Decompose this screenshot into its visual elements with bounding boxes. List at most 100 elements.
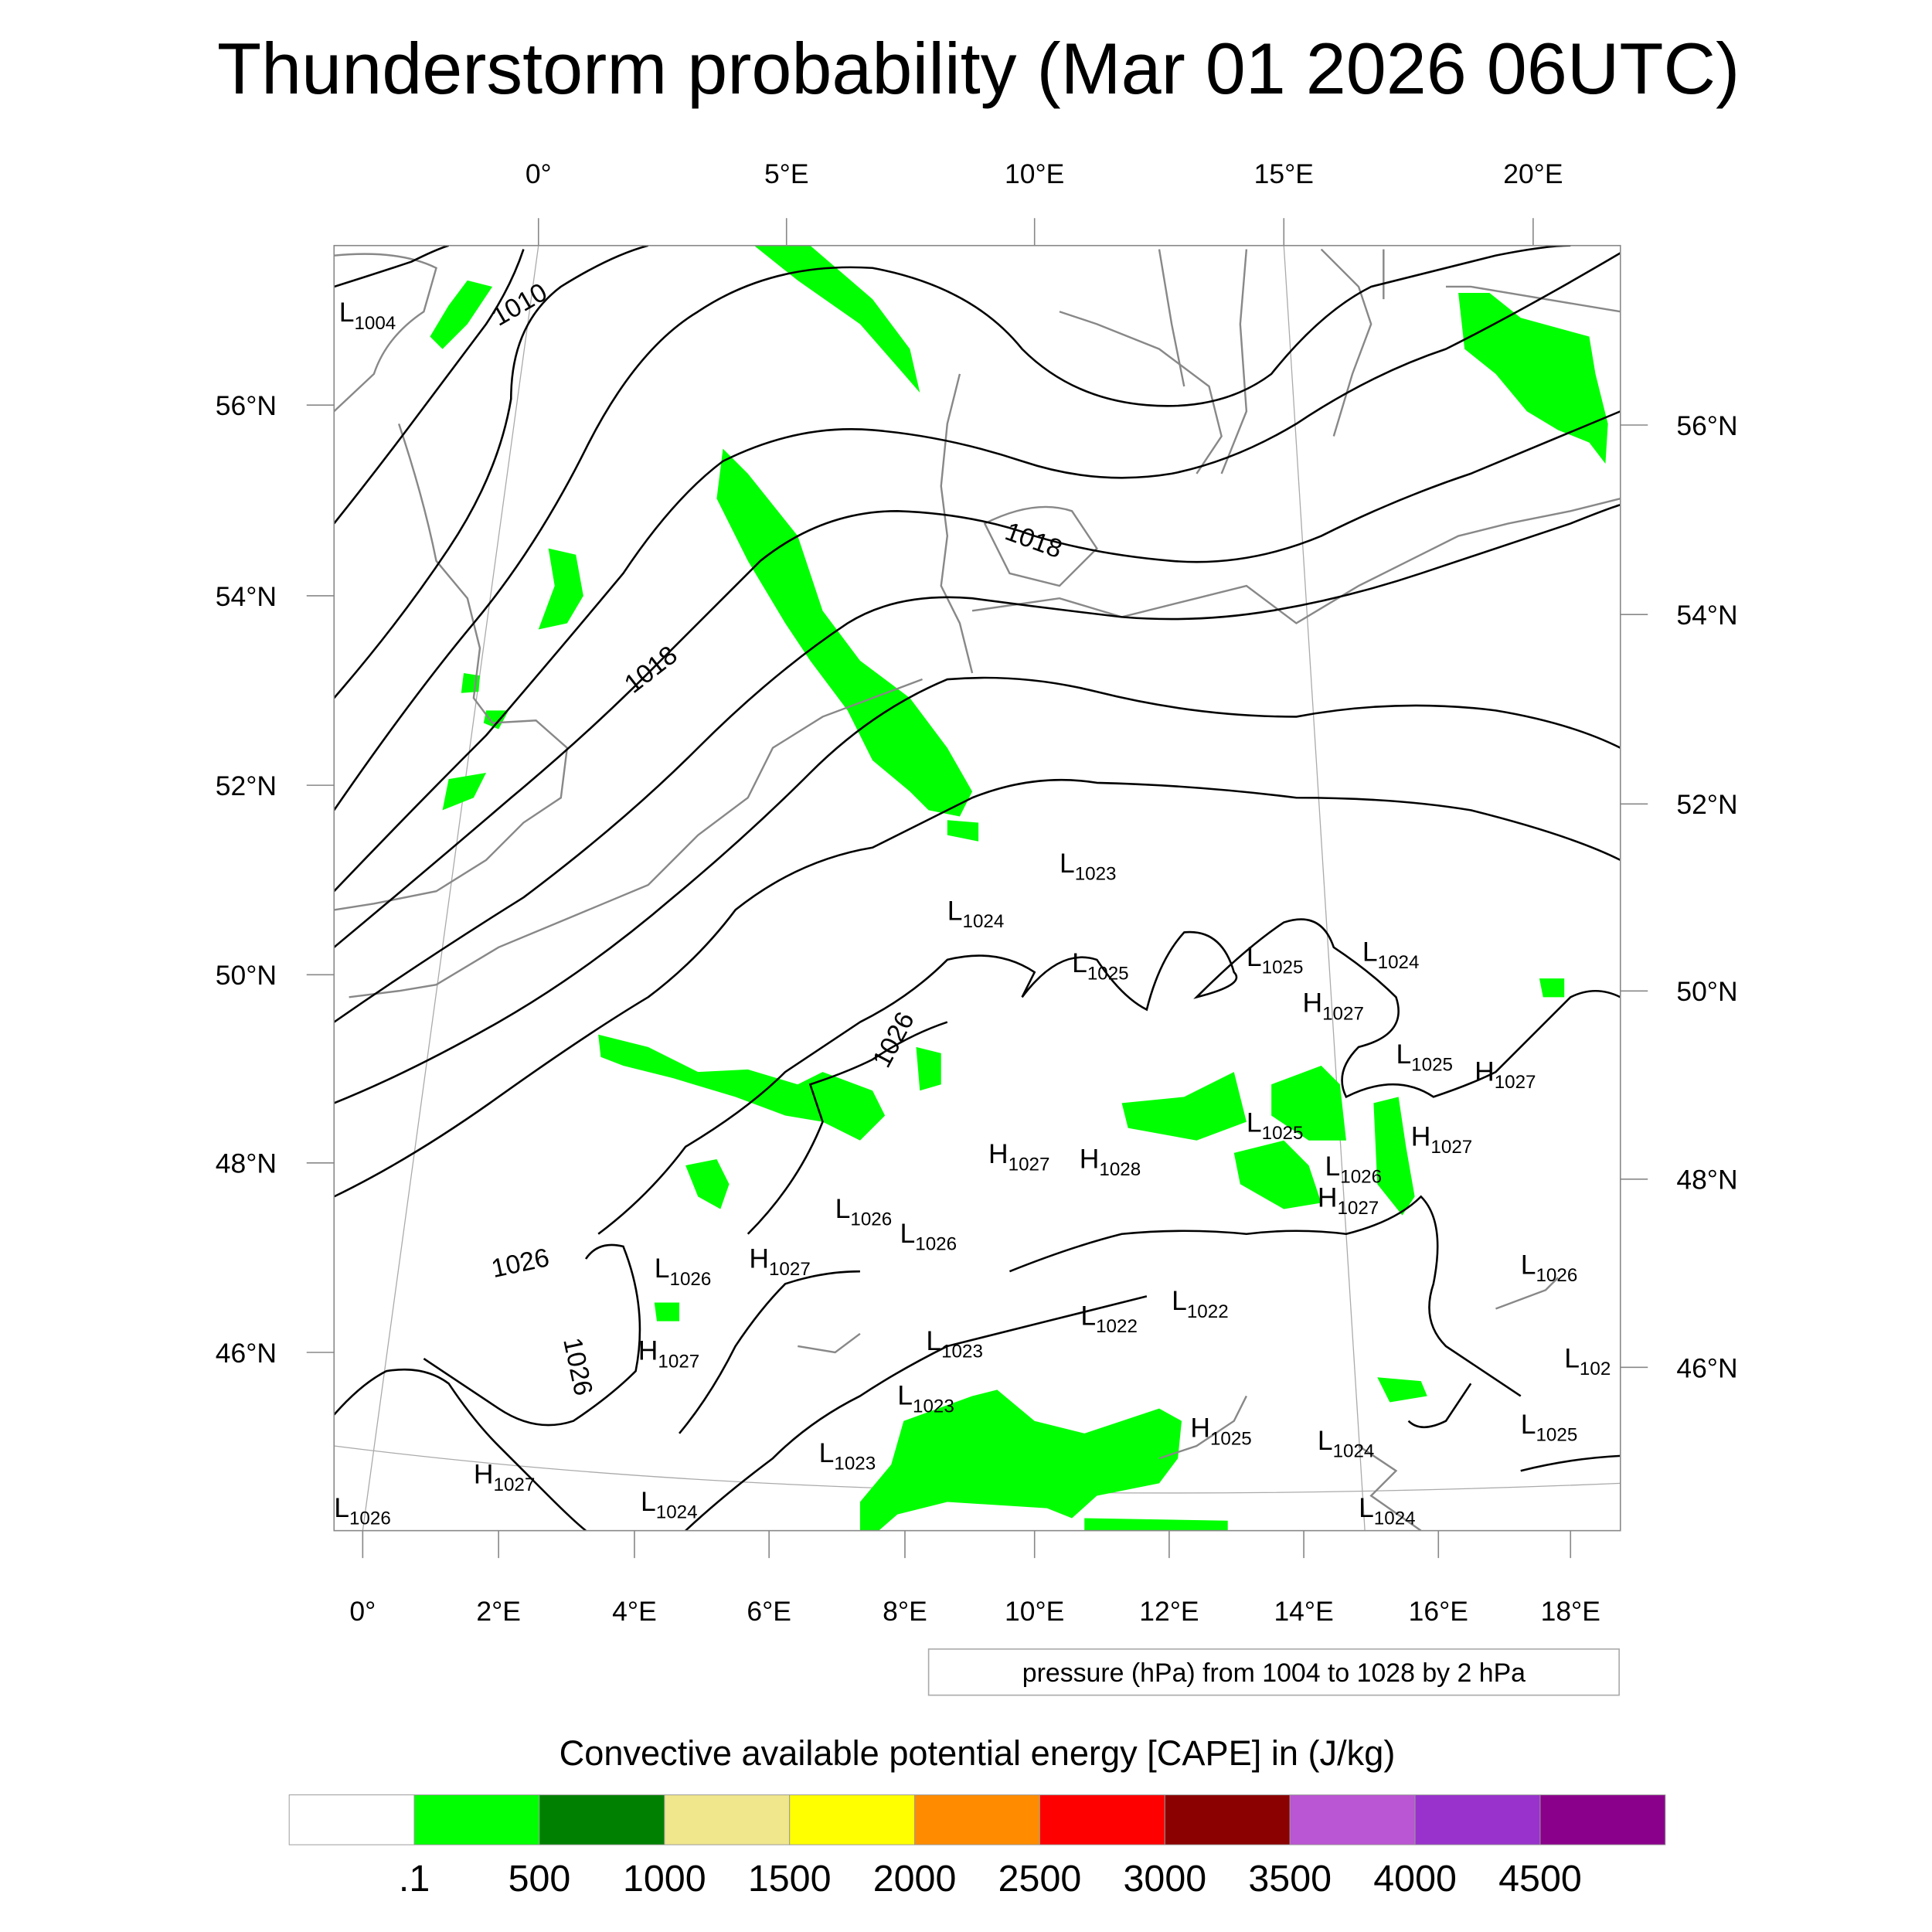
pressure-center-label: H1027 [474, 1458, 535, 1495]
pressure-center-label: L1023 [1060, 848, 1117, 885]
lon-label: 15°E [1254, 158, 1314, 189]
lon-label: 6°E [747, 1596, 791, 1627]
pressure-center-value: 1027 [658, 1351, 699, 1372]
pressure-center-value: 1022 [1096, 1316, 1138, 1337]
lon-label: 10°E [1005, 1596, 1064, 1627]
pressure-center-type: L [1325, 1151, 1341, 1182]
lon-label: 10°E [1005, 158, 1064, 189]
colorbar-swatch [914, 1794, 1040, 1845]
pressure-center-type: H [1411, 1121, 1431, 1151]
cape-areas [430, 245, 1608, 1531]
pressure-center-label: H1027 [749, 1243, 810, 1280]
pressure-center-label: L1025 [1521, 1409, 1578, 1446]
pressure-center-value: 1024 [963, 911, 1005, 932]
pressure-center-type: H [1080, 1143, 1100, 1174]
colorbar-label: 2500 [998, 1858, 1082, 1900]
pressure-center-value: 1027 [769, 1259, 811, 1280]
pressure-center-type: L [1564, 1342, 1580, 1373]
colorbar-title: Convective available potential energy [C… [560, 1733, 1396, 1773]
colorbar-label: 1000 [623, 1858, 706, 1900]
pressure-center-label: L1024 [1362, 937, 1420, 974]
lon-label: 5°E [764, 158, 809, 189]
pressure-center-value: 1026 [1340, 1167, 1382, 1188]
pressure-center-label: L1024 [947, 895, 1005, 932]
pressure-center-value: 1027 [1009, 1155, 1050, 1175]
pressure-center-type: H [1302, 988, 1322, 1019]
pressure-center-type: L [900, 1218, 916, 1249]
pressure-center-label: L1026 [334, 1492, 391, 1529]
pressure-center-label: L1022 [1172, 1285, 1229, 1322]
colorbar-swatch [288, 1794, 415, 1845]
pressure-center-label: L1025 [1396, 1039, 1453, 1076]
pressure-center-label: L1025 [1072, 947, 1129, 985]
pressure-center-value: 1027 [494, 1475, 536, 1495]
pressure-center-value: 1023 [913, 1396, 954, 1417]
lon-label: 0° [349, 1596, 376, 1627]
lat-label: 54°N [1676, 600, 1737, 631]
lon-label: 8°E [883, 1596, 927, 1627]
pressure-center-value: 1026 [1536, 1265, 1577, 1286]
lat-label: 56°N [1676, 410, 1737, 441]
pressure-center-label: L1023 [897, 1380, 954, 1417]
pressure-center-type: L [334, 1492, 349, 1523]
pressure-center-label: L1024 [1318, 1425, 1375, 1462]
pressure-center-type: L [1521, 1409, 1536, 1440]
pressure-center-type: L [1318, 1425, 1333, 1456]
lon-label: 20°E [1503, 158, 1563, 189]
pressure-center-value: 1026 [915, 1234, 957, 1255]
pressure-center-type: L [819, 1437, 835, 1468]
pressure-center-type: L [655, 1253, 670, 1284]
pressure-center-type: H [749, 1243, 769, 1274]
lon-label: 14°E [1274, 1596, 1333, 1627]
pressure-center-value: 1024 [656, 1502, 698, 1523]
pressure-center-type: L [947, 895, 963, 926]
colorbar-label: .1 [399, 1858, 430, 1900]
lat-label: 48°N [216, 1148, 277, 1179]
pressure-center-value: 1024 [1374, 1509, 1416, 1529]
colorbar-swatch [1289, 1794, 1416, 1845]
pressure-center-type: L [1247, 941, 1262, 972]
lon-label: 2°E [476, 1596, 521, 1627]
pressure-center-value: 1024 [1378, 952, 1420, 973]
colorbar-label: 3000 [1124, 1858, 1207, 1900]
pressure-center-label: H1028 [1080, 1143, 1141, 1180]
lat-label: 50°N [1676, 976, 1737, 1007]
colorbar-label: 2000 [873, 1858, 957, 1900]
colorbar-label: 4500 [1498, 1858, 1582, 1900]
pressure-center-type: L [1172, 1285, 1187, 1316]
pressure-center-label: H1027 [988, 1138, 1049, 1175]
pressure-center-type: L [1247, 1107, 1262, 1138]
contour-info-box: pressure (hPa) from 1004 to 1028 by 2 hP… [927, 1648, 1620, 1696]
pressure-center-label: L1025 [1247, 1107, 1304, 1145]
pressure-center-value: 1024 [1333, 1440, 1375, 1461]
pressure-center-value: 1025 [1262, 1123, 1304, 1144]
pressure-center-label: L1026 [1521, 1249, 1578, 1286]
pressure-center-type: L [835, 1193, 851, 1224]
contour-info-text: pressure (hPa) from 1004 to 1028 by 2 hP… [1022, 1658, 1526, 1688]
colorbar-label: 500 [509, 1858, 571, 1900]
pressure-center-label: L1026 [1325, 1151, 1383, 1188]
lat-label: 52°N [1676, 789, 1737, 820]
axis-ticks [306, 218, 1648, 1559]
pressure-center-label: L1023 [819, 1437, 876, 1475]
pressure-center-value: 1027 [1337, 1198, 1379, 1219]
top-lon-labels: 0° 5°E 10°E 15°E 20°E [526, 158, 1563, 189]
right-lat-labels: 56°N 54°N 52°N 50°N 48°N 46°N [1676, 410, 1737, 1383]
pressure-center-value: 1023 [1075, 864, 1117, 885]
colorbar-swatch [1039, 1794, 1165, 1845]
isobars [334, 245, 1621, 1531]
pressure-center-label: H1027 [638, 1335, 699, 1372]
pressure-center-value: 1027 [1322, 1003, 1364, 1024]
pressure-center-label: L1026 [655, 1253, 712, 1290]
lon-label: 18°E [1541, 1596, 1600, 1627]
pressure-center-type: L [1521, 1249, 1536, 1280]
pressure-center-type: H [638, 1335, 658, 1366]
pressure-center-type: H [1190, 1413, 1210, 1444]
pressure-center-value: 1027 [1430, 1137, 1472, 1158]
colorbar-label: 3500 [1248, 1858, 1332, 1900]
colorbar-swatch [789, 1794, 916, 1845]
pressure-center-value: 1026 [850, 1209, 892, 1230]
pressure-center-value: 1025 [1411, 1054, 1453, 1075]
lon-label: 0° [526, 158, 552, 189]
